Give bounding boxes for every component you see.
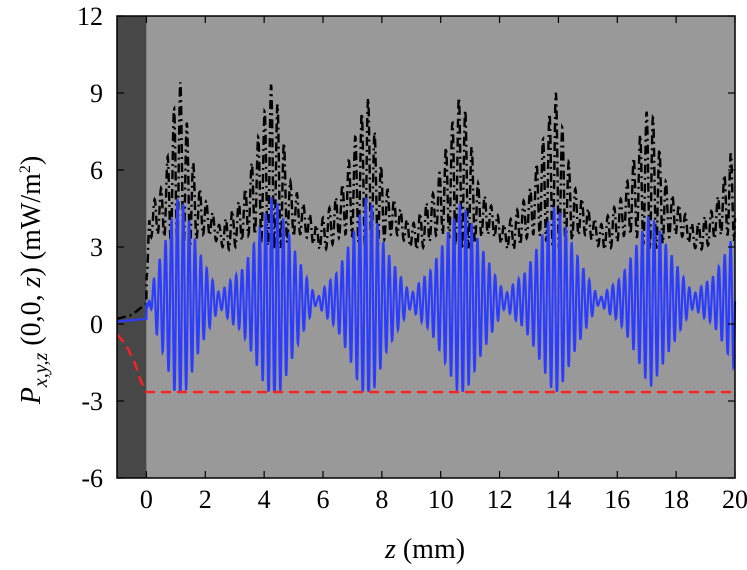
y-tick-label: 12 [77, 2, 103, 31]
x-tick-label: 8 [375, 485, 388, 514]
series-layer [116, 82, 737, 394]
x-tick-label: 6 [317, 485, 330, 514]
x-axis-label: z (mm) [384, 534, 465, 565]
y-tick-label: -3 [81, 387, 103, 416]
x-axis-ticks: 0 2 4 6 8 10 12 14 16 18 20 [140, 16, 747, 514]
x-tick-label: 18 [663, 485, 689, 514]
x-tick-label: 16 [604, 485, 630, 514]
x-tick-label: 0 [140, 485, 153, 514]
y-tick-label: 9 [90, 79, 103, 108]
series-line-0 [116, 82, 737, 321]
y-tick-label: 6 [90, 156, 103, 185]
x-tick-label: 10 [428, 485, 454, 514]
x-tick-label: 2 [199, 485, 212, 514]
x-tick-label: 12 [487, 485, 513, 514]
x-tick-label: 14 [545, 485, 571, 514]
x-tick-label: 20 [722, 485, 747, 514]
y-tick-label: -6 [81, 464, 103, 493]
y-tick-label: 3 [90, 233, 103, 262]
svg-text:z (mm): z (mm) [384, 534, 465, 565]
series-line-1 [116, 197, 737, 392]
x-tick-label: 4 [258, 485, 271, 514]
svg-text:Px,y,z (0,0, z) (mW/m2): Px,y,z (0,0, z) (mW/m2) [16, 156, 52, 406]
y-tick-label: 0 [90, 310, 103, 339]
y-axis-ticks: -6 -3 0 3 6 9 12 [77, 2, 735, 493]
y-axis-label: Px,y,z (0,0, z) (mW/m2) [16, 156, 52, 406]
series-line-2 [116, 333, 735, 394]
